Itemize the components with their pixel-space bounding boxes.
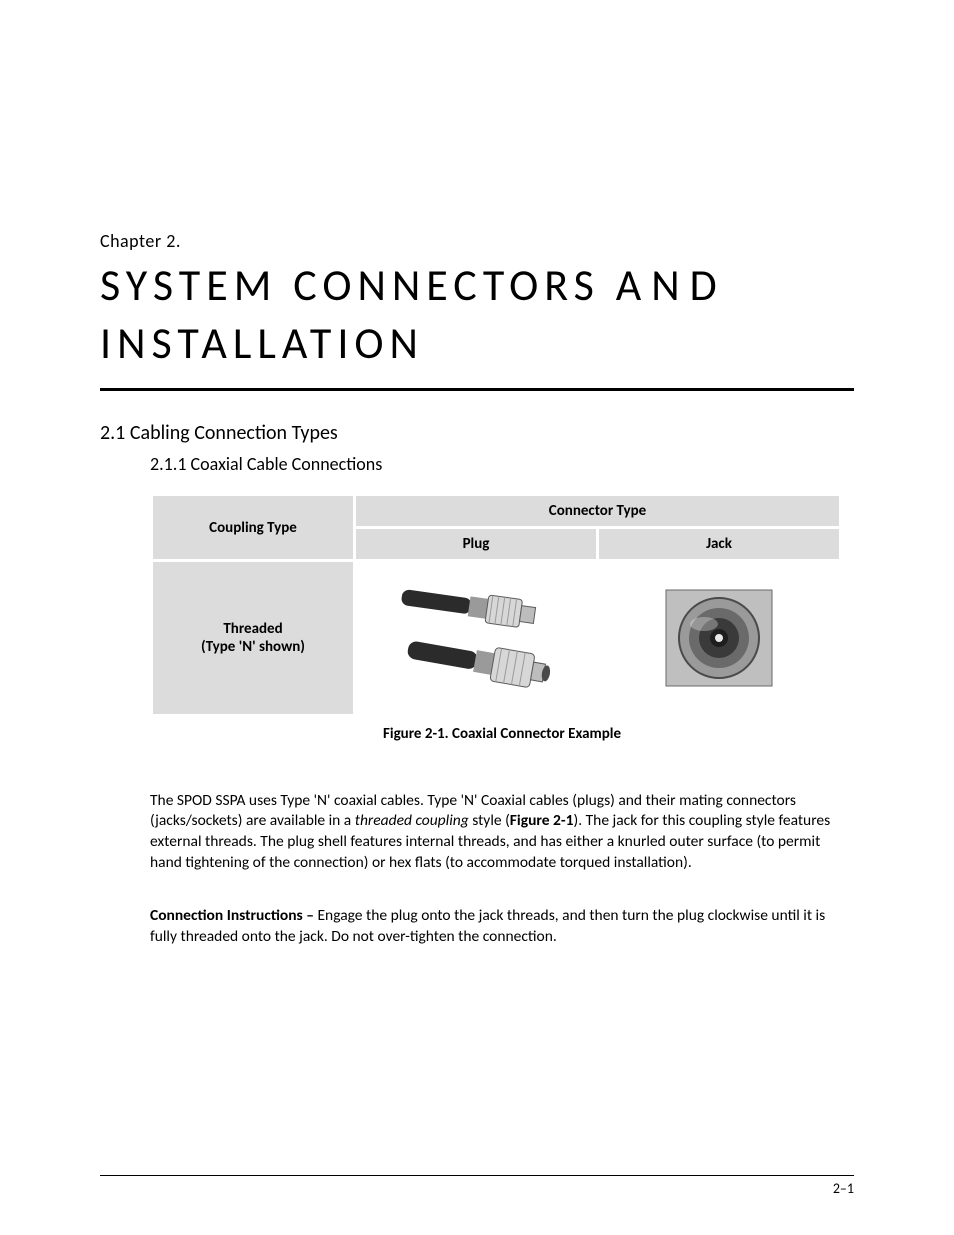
page: Chapter 2. SYSTEM CONNECTORS AND INSTALL… bbox=[0, 0, 954, 1235]
page-number: 2–1 bbox=[100, 1180, 854, 1197]
coupling-row-label-line1: Threaded bbox=[223, 620, 282, 638]
p2-bold: Connection Instructions – bbox=[150, 906, 317, 925]
connector-table: Coupling Type Connector Type Plug Jack T… bbox=[150, 493, 842, 717]
p1-b: style ( bbox=[469, 811, 510, 830]
n-type-jack-icon bbox=[664, 588, 774, 688]
footer-divider bbox=[100, 1175, 854, 1176]
paragraph-1: The SPOD SSPA uses Type 'N' coaxial cabl… bbox=[150, 791, 854, 875]
subsection-heading: 2.1.1 Coaxial Cable Connections bbox=[150, 453, 854, 475]
table-row: Threaded (Type 'N' shown) bbox=[153, 562, 839, 714]
jack-header: Jack bbox=[599, 529, 839, 559]
chapter-title: SYSTEM CONNECTORS AND bbox=[100, 258, 854, 312]
coupling-row-label: Threaded (Type 'N' shown) bbox=[153, 562, 353, 714]
coupling-type-header: Coupling Type bbox=[153, 496, 353, 559]
connector-type-header: Connector Type bbox=[356, 496, 839, 526]
coupling-row-label-line2: (Type 'N' shown) bbox=[201, 638, 305, 656]
chapter-title-pre: SYSTEM CONNECTORS bbox=[100, 258, 616, 312]
chapter-label: Chapter 2. bbox=[100, 230, 854, 252]
jack-image-cell bbox=[599, 562, 839, 714]
p1-italic: threaded coupling bbox=[355, 811, 469, 830]
p1-bold: Figure 2-1 bbox=[510, 811, 574, 830]
chapter-divider bbox=[100, 388, 854, 391]
chapter-title-and: AND bbox=[616, 258, 727, 312]
page-footer: 2–1 bbox=[100, 1175, 854, 1197]
paragraph-2: Connection Instructions – Engage the plu… bbox=[150, 906, 854, 948]
n-type-plug-icon bbox=[391, 578, 561, 698]
connector-table-wrap: Coupling Type Connector Type Plug Jack T… bbox=[150, 493, 854, 765]
section-heading: 2.1 Cabling Connection Types bbox=[100, 421, 854, 445]
table-row: Coupling Type Connector Type bbox=[153, 496, 839, 526]
chapter-title-line2: INSTALLATION bbox=[100, 316, 854, 370]
plug-image-cell bbox=[356, 562, 596, 714]
figure-caption: Figure 2-1. Coaxial Connector Example bbox=[150, 725, 854, 743]
chapter-block: Chapter 2. SYSTEM CONNECTORS AND INSTALL… bbox=[100, 230, 854, 391]
figure-caption-text: Figure 2-1. Coaxial Connector Example bbox=[383, 725, 621, 743]
plug-header: Plug bbox=[356, 529, 596, 559]
